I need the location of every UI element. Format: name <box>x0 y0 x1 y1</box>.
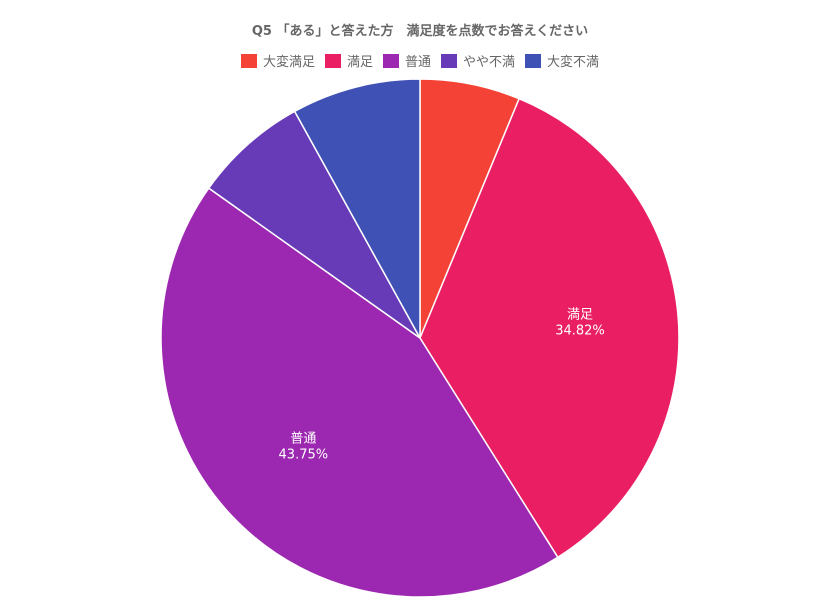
chart-title: Q5 「ある」と答えた方 満足度を点数でお答えください <box>251 24 589 39</box>
legend-entry[interactable]: やや不満 <box>441 51 515 70</box>
legend-label: 普通 <box>404 55 431 70</box>
legend-entry[interactable]: 大変不満 <box>525 51 599 70</box>
legend: 大変満足 満足 普通 やや不満 大変不満 <box>0 51 840 70</box>
legend-swatch <box>441 53 457 68</box>
pie-slice[interactable] <box>160 187 559 598</box>
legend-swatch <box>525 53 542 68</box>
legend-entry[interactable]: 普通 <box>382 51 431 70</box>
legend-label: やや不満 <box>463 55 516 70</box>
slice-category-label: 普通 <box>290 431 316 446</box>
legend-label: 大変不満 <box>547 55 600 70</box>
legend-label: 大変満足 <box>262 55 315 70</box>
slice-value-label: 43.75% <box>279 447 329 462</box>
slice-category-label: 満足 <box>567 307 593 322</box>
legend-swatch <box>240 53 257 68</box>
legend-label: 満足 <box>346 55 373 70</box>
pie-slice[interactable] <box>419 97 680 559</box>
legend-entry[interactable]: 大変満足 <box>240 51 315 70</box>
legend-entry[interactable]: 満足 <box>324 51 373 70</box>
slice-value-label: 34.82% <box>555 323 605 338</box>
legend-swatch <box>324 53 341 68</box>
pie-slice[interactable] <box>293 78 421 339</box>
legend-swatch <box>382 53 399 68</box>
pie-slice[interactable] <box>207 110 421 339</box>
